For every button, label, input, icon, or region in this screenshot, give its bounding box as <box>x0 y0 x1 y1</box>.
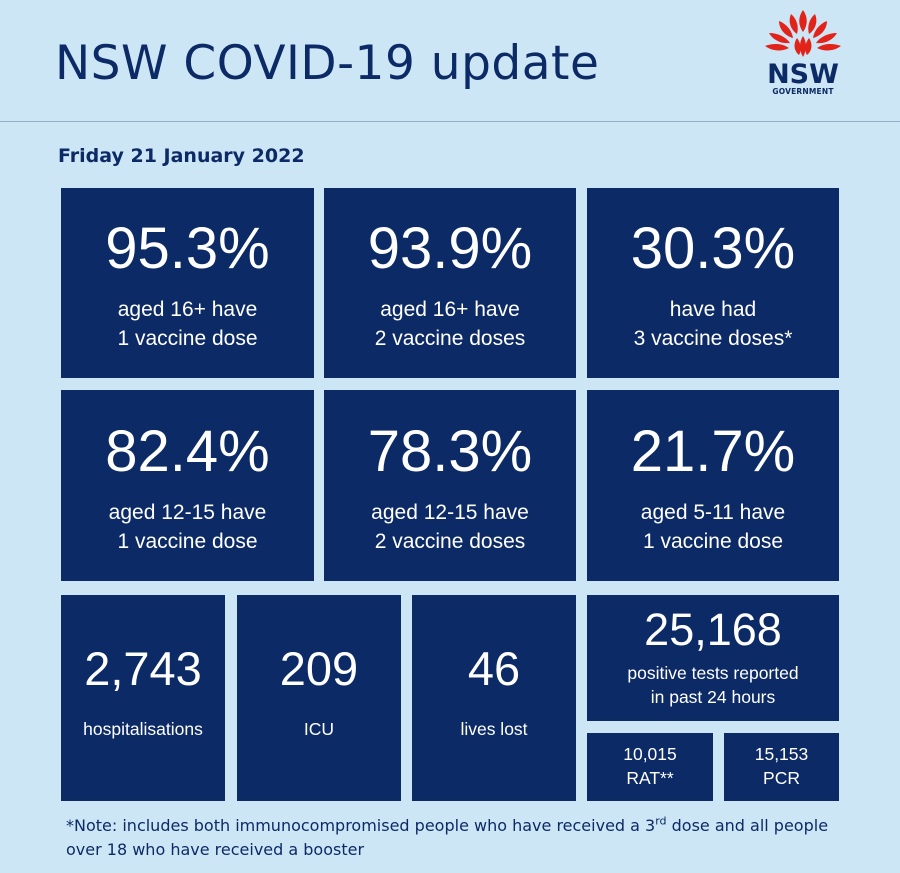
stat-tile-rat: 10,015 RAT** <box>587 733 713 801</box>
footnote-superscript: rd <box>655 814 667 828</box>
stat-label-line2: 1 vaccine dose <box>117 530 258 553</box>
stat-label: hospitalisations <box>83 719 203 739</box>
stat-label: lives lost <box>460 719 528 739</box>
nsw-government-logo: NSW GOVERNMENT <box>757 8 849 100</box>
stat-label-line1: aged 16+ have <box>380 298 520 321</box>
stat-label-line1: aged 16+ have <box>117 298 258 321</box>
page-title: NSW COVID-19 update <box>55 36 600 91</box>
stat-label-line1: aged 5-11 have <box>640 501 786 524</box>
stat-label-line1: positive tests reported <box>627 663 799 683</box>
stat-value: 30.3% <box>630 216 796 281</box>
stat-tile-hospitalisations: 2,743 hospitalisations <box>61 595 225 801</box>
stat-tile-12-15-dose2: 78.3% aged 12-15 have 2 vaccine doses <box>324 390 576 581</box>
stat-label-line2: 3 vaccine doses* <box>633 327 793 350</box>
stat-tile-16plus-dose1: 95.3% aged 16+ have 1 vaccine dose <box>61 188 314 378</box>
stat-tile-icu: 209 ICU <box>237 595 401 801</box>
stat-label-line2: 1 vaccine dose <box>117 327 258 350</box>
stat-value: 21.7% <box>630 419 796 484</box>
stat-tile-pcr: 15,153 PCR <box>724 733 839 801</box>
stat-value: 10,015 <box>623 744 677 764</box>
stat-value: 15,153 <box>754 744 809 764</box>
stat-label-line1: have had <box>669 298 757 321</box>
waratah-flower-icon <box>765 10 841 57</box>
stat-tile-16plus-dose2: 93.9% aged 16+ have 2 vaccine doses <box>324 188 576 378</box>
stat-value: 82.4% <box>105 419 270 484</box>
stat-label-line1: aged 12-15 have <box>371 501 529 524</box>
stat-value: 95.3% <box>105 216 270 281</box>
stat-value: 93.9% <box>367 216 533 281</box>
stat-value: 209 <box>279 642 359 695</box>
stat-tile-lives-lost: 46 lives lost <box>412 595 576 801</box>
stat-tile-positive-tests: 25,168 positive tests reported in past 2… <box>587 595 839 721</box>
stat-tile-3-doses: 30.3% have had 3 vaccine doses* <box>587 188 839 378</box>
stat-tile-5-11-dose1: 21.7% aged 5-11 have 1 vaccine dose <box>587 390 839 581</box>
report-date: Friday 21 January 2022 <box>58 145 305 167</box>
footnote-text: *Note: includes both immunocompromised p… <box>66 816 656 835</box>
stat-value: 25,168 <box>644 604 782 655</box>
stat-label-line2: 2 vaccine doses <box>374 327 526 350</box>
header: NSW COVID-19 update NSW GOVERNMENT <box>0 0 900 122</box>
stat-label: ICU <box>303 719 335 739</box>
logo-nsw-text: NSW <box>767 59 839 90</box>
logo-government-text: GOVERNMENT <box>772 87 834 96</box>
stat-label-line1: aged 12-15 have <box>108 501 267 524</box>
stat-label-line2: 2 vaccine doses <box>374 530 526 553</box>
stat-value: 2,743 <box>84 642 202 695</box>
stat-value: 78.3% <box>367 419 533 484</box>
stat-value: 46 <box>467 642 521 695</box>
footnote: *Note: includes both immunocompromised p… <box>66 814 866 862</box>
footnote-text-cont: dose and all people over 18 who have rec… <box>66 816 829 859</box>
stat-label-line2: 1 vaccine dose <box>642 530 784 553</box>
stat-tile-12-15-dose1: 82.4% aged 12-15 have 1 vaccine dose <box>61 390 314 581</box>
stat-label-line2: in past 24 hours <box>650 687 776 707</box>
stat-label: RAT** <box>626 768 674 788</box>
stat-label: PCR <box>763 768 800 788</box>
